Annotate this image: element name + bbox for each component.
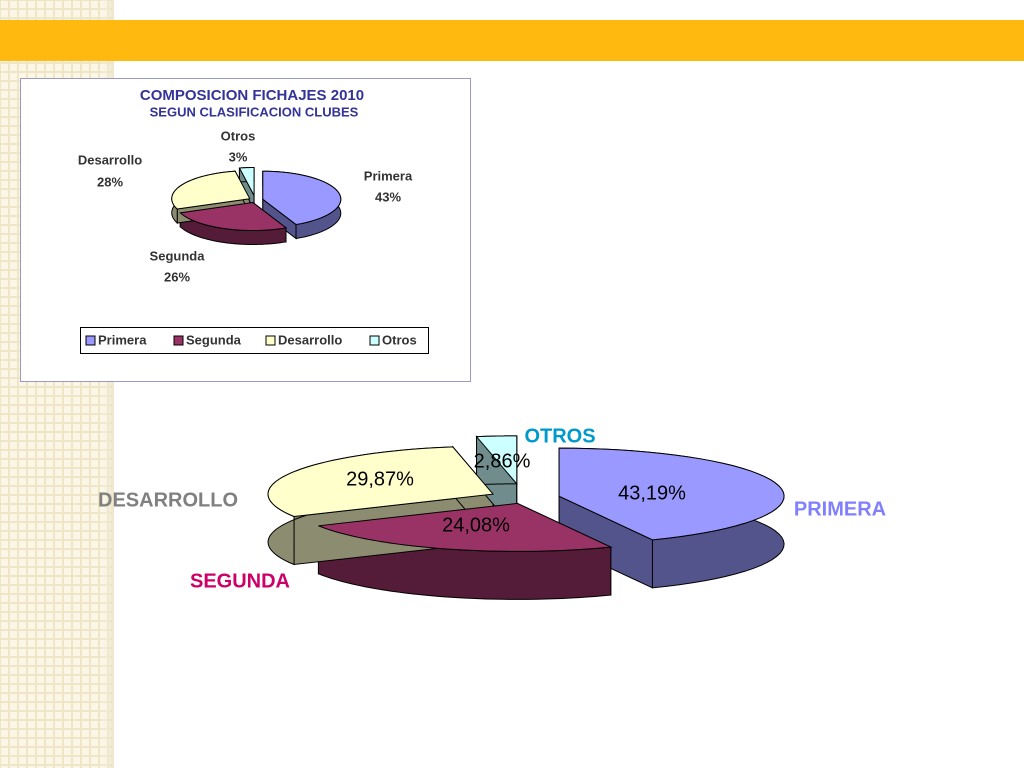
legend-swatch <box>173 335 184 346</box>
slice <box>475 435 518 486</box>
value-label: 29,87% <box>346 468 414 490</box>
category-label: Otros <box>221 128 256 143</box>
slice <box>171 170 251 210</box>
slice <box>558 447 785 541</box>
value-label: 24,08% <box>442 514 510 536</box>
value-label: 3% <box>229 149 248 164</box>
legend-label: Primera <box>98 332 147 347</box>
slice <box>238 167 255 196</box>
category-label: Desarrollo <box>78 152 142 167</box>
category-label: PRIMERA <box>794 498 886 520</box>
slice <box>179 201 288 232</box>
category-label: DESARROLLO <box>98 489 238 511</box>
slice <box>262 170 342 226</box>
chart-title: COMPOSICION FICHAJES 2010 <box>140 87 364 104</box>
header-bar <box>0 20 1024 61</box>
chart-subtitle: SEGUN CLASIFICACION CLUBES <box>150 104 359 119</box>
category-label: SEGUNDA <box>190 570 290 592</box>
value-label: 43,19% <box>618 482 686 504</box>
charts: Primera 43% Segunda 26% Desarrollo 28% Otros 3%… <box>78 128 886 600</box>
category-label: Primera <box>364 168 413 183</box>
slice <box>267 446 495 518</box>
legend-label: Otros <box>382 332 417 347</box>
legend-swatch <box>85 335 96 346</box>
legend-label: Desarrollo <box>278 332 342 347</box>
legend-swatch <box>369 335 380 346</box>
legend-swatch <box>265 335 276 346</box>
value-label: 28% <box>97 174 123 189</box>
category-label: OTROS <box>524 425 595 447</box>
category-label: Segunda <box>150 248 206 263</box>
value-label: 26% <box>164 269 190 284</box>
slice <box>318 502 613 552</box>
value-label: 2,86% <box>474 450 531 472</box>
legend-label: Segunda <box>186 332 242 347</box>
value-label: 43% <box>375 189 401 204</box>
